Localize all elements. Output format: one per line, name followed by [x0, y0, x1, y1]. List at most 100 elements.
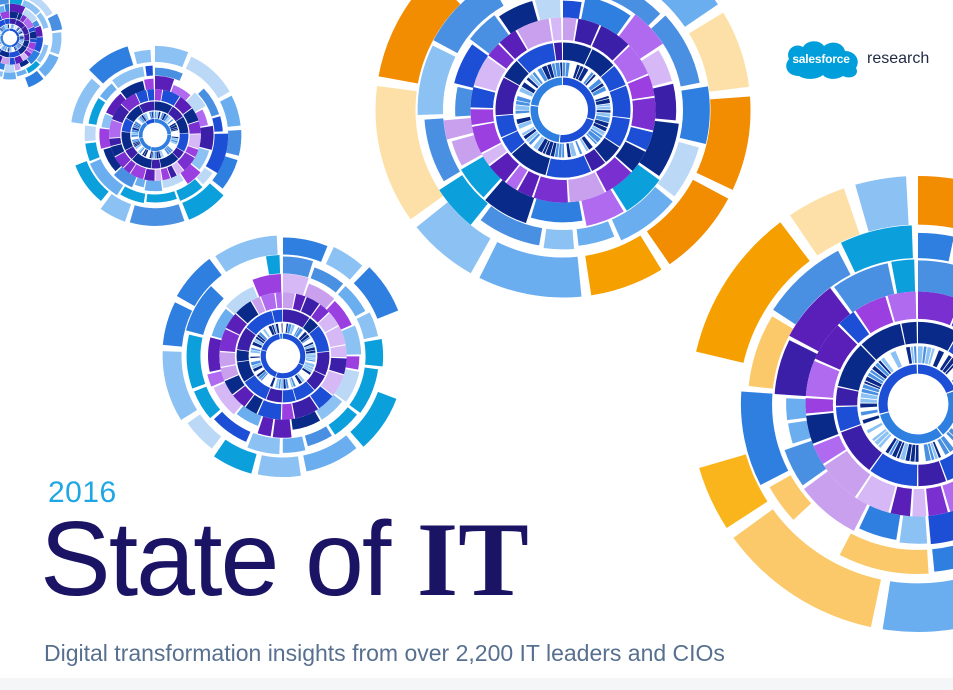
- wheel-mid-hub-ring: [237, 360, 255, 382]
- wheel-mid-tick-ring: [306, 353, 316, 355]
- wheel-small-tick-ring: [132, 124, 140, 130]
- wheel-corner-tick-ring: [0, 35, 1, 36]
- wheel-corner-tick-ring: [15, 45, 19, 50]
- wheel-corner-inner-ring: [0, 62, 5, 70]
- wheel-mid-core-ring: [310, 386, 333, 409]
- wheel-large-mid-ring: [433, 0, 504, 54]
- wheel-large-core-ring: [470, 86, 496, 108]
- wheel-large-tick-ring: [596, 110, 611, 113]
- wheel-mid-tick-ring: [302, 367, 312, 375]
- wheel-mid-hub-ring: [244, 375, 271, 400]
- wheel-mid-inner-ring: [257, 416, 274, 437]
- wheel-small-core-ring: [130, 164, 146, 180]
- wheel-large-tick-ring: [526, 131, 539, 143]
- wheel-corner-tick-ring: [0, 42, 2, 45]
- wheel-small-tick-ring: [135, 143, 142, 150]
- wheel-small-outer-ring: [182, 183, 224, 220]
- wheel-mid-tick-ring: [303, 366, 313, 373]
- logo-suffix: research: [867, 50, 930, 67]
- wheel-small-mid-ring: [89, 159, 124, 196]
- wheel-right-outer-ring: [790, 188, 860, 256]
- wheel-corner-tick-ring: [19, 39, 24, 41]
- wheel-right-inner-ring: [804, 471, 868, 531]
- wheel-small-hub-ring: [126, 105, 144, 123]
- wheel-small-hub-ring: [172, 147, 184, 159]
- wheel-mid-inner-ring: [334, 368, 360, 402]
- wheel-mid-outer-ring: [325, 247, 363, 280]
- wheel-mid-core-ring: [330, 345, 347, 358]
- wheel-mid-core-ring: [245, 394, 263, 414]
- wheel-large-tick-ring: [516, 116, 531, 125]
- wheel-mid-tick-ring: [265, 327, 273, 337]
- wheel-mid-tick-ring: [254, 367, 264, 375]
- wheel-small-center-ring: [139, 137, 152, 151]
- wheel-large-tick-ring: [563, 62, 566, 77]
- wheel-large-tick-ring: [595, 95, 609, 102]
- wheel-mid-tick-ring: [289, 324, 295, 335]
- wheel-large-inner-ring: [639, 120, 679, 177]
- wheel-right-tick-ring: [881, 435, 895, 452]
- wheel-right-tick-ring: [884, 353, 898, 371]
- wheel-right-tick-ring: [940, 435, 953, 453]
- wheel-small-tick-ring: [171, 136, 179, 139]
- wheel-mid-tick-ring: [291, 325, 298, 336]
- wheel-right-tick-ring: [935, 440, 945, 457]
- report-year: 2016: [48, 476, 117, 509]
- wheel-mid-core-ring: [224, 375, 245, 395]
- wheel-right-tick-ring: [919, 444, 922, 462]
- wheel-corner-inner-ring: [26, 50, 40, 65]
- wheel-mid-tick-ring: [262, 373, 271, 384]
- wheel-large-hub-ring: [584, 149, 606, 171]
- wheel-mid-hub-ring: [237, 327, 256, 351]
- wheel-large-tick-ring: [515, 110, 530, 114]
- wheel-small-tick-ring: [163, 149, 168, 156]
- wheel-large-outer-ring: [689, 12, 750, 92]
- wheel-corner-tick-ring: [18, 43, 22, 46]
- wheel-large-outer-ring: [646, 179, 729, 265]
- wheel-mid-hub-ring: [309, 326, 330, 353]
- wheel-small-outer-ring: [89, 46, 134, 84]
- wheel-right-tick-ring: [861, 388, 879, 396]
- wheel-right-tick-ring: [872, 428, 887, 442]
- wheel-mid-tick-ring: [278, 323, 282, 334]
- wheel-large-hub-ring: [553, 42, 563, 61]
- wheel-large-inner-ring: [461, 156, 501, 198]
- wheel-small-tick-ring: [168, 143, 176, 149]
- wheel-large-tick-ring: [519, 124, 534, 133]
- wheel-mid-core-ring: [257, 400, 282, 420]
- wheel-mid-core-ring: [292, 396, 319, 419]
- wheel-mid-mid-ring: [310, 267, 344, 293]
- wheel-large-core-ring: [517, 171, 540, 198]
- wheel-large-tick-ring: [541, 65, 552, 80]
- wheel-small-tick-ring: [139, 116, 145, 123]
- wheel-small-tick-ring: [131, 134, 139, 137]
- wheel-mid-tick-ring: [283, 323, 287, 333]
- wheel-right-hub-ring: [835, 406, 861, 432]
- wheel-corner-tick-ring: [0, 27, 4, 31]
- wheel-corner-tick-ring: [11, 47, 13, 52]
- wheel-corner-hub-ring: [24, 33, 30, 41]
- wheel-corner-tick-ring: [0, 43, 3, 47]
- wheel-small-tick-ring: [143, 114, 148, 121]
- wheel-small-inner-ring: [101, 113, 113, 129]
- wheel-large-core-ring: [574, 18, 600, 46]
- wheel-large-hub-ring: [517, 43, 556, 74]
- wheel-large-tick-ring: [573, 141, 580, 156]
- wheel-right-tick-ring: [901, 347, 909, 365]
- wheel-right-tick-ring: [913, 346, 917, 364]
- wheel-small-inner-ring: [180, 164, 201, 184]
- wheel-large-mid-ring: [679, 86, 710, 145]
- wheel-mid-outer-ring: [303, 435, 357, 472]
- wheel-corner-tick-ring: [19, 34, 24, 37]
- wheel-mid-tick-ring: [298, 371, 308, 381]
- wheel-right-tick-ring: [896, 348, 906, 366]
- wheel-right-inner-ring: [786, 398, 807, 421]
- wheel-large-core-ring: [627, 75, 655, 100]
- wheel-mid-outer-ring: [215, 235, 278, 273]
- wheel-corner-mid-ring: [10, 0, 23, 6]
- wheel-mid-tick-ring: [251, 363, 262, 369]
- wheel-right-tick-ring: [927, 443, 935, 461]
- wheel-large-tick-ring: [586, 76, 599, 88]
- wheel-corner-tick-ring: [1, 26, 5, 31]
- wheel-large-core-ring: [533, 176, 568, 203]
